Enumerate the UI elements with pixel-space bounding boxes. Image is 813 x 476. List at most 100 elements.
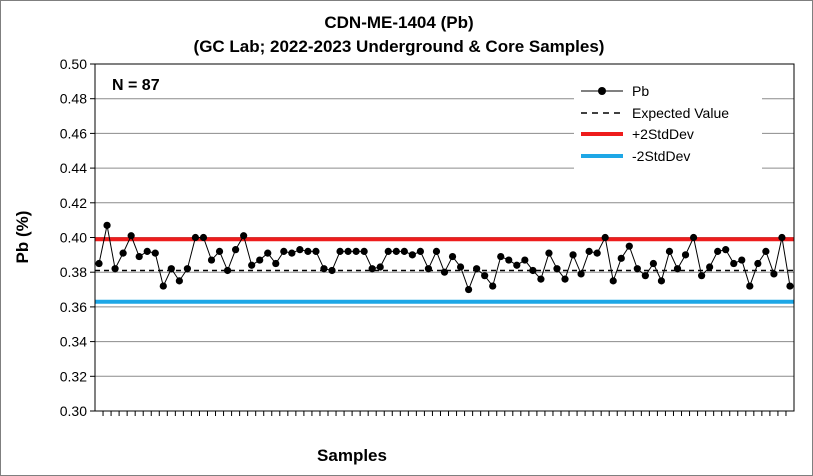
pb-data-point <box>689 233 698 242</box>
pb-data-point <box>706 263 714 271</box>
pb-data-point <box>248 261 256 269</box>
pb-data-point <box>175 277 183 285</box>
pb-data-point <box>135 252 143 261</box>
pb-data-point <box>95 259 103 268</box>
pb-data-point <box>497 252 505 261</box>
pb-data-point <box>625 242 633 250</box>
y-tick-label: 0.38 <box>60 264 87 280</box>
pb-data-point <box>344 247 352 255</box>
pb-data-point <box>561 275 569 283</box>
pb-data-point <box>304 247 312 255</box>
pb-data-point <box>111 265 119 273</box>
pb-data-point <box>183 265 191 273</box>
pb-data-point <box>545 249 553 257</box>
pb-data-point <box>754 259 762 268</box>
pb-data-point <box>722 246 730 254</box>
pb-data-point <box>143 247 151 255</box>
y-tick-label: 0.50 <box>60 56 87 72</box>
pb-data-point <box>698 272 706 280</box>
chart-subtitle: (GC Lab; 2022-2023 Underground & Core Sa… <box>194 37 605 56</box>
y-tick-label: 0.36 <box>60 299 87 315</box>
pb-data-point <box>280 247 288 255</box>
pb-data-point <box>609 277 617 285</box>
pb-data-point <box>440 268 449 276</box>
pb-data-point <box>264 249 272 257</box>
pb-data-point <box>489 282 497 290</box>
pb-data-point <box>448 252 457 261</box>
pb-data-point <box>215 247 224 255</box>
pb-data-point <box>296 246 304 254</box>
pb-data-point <box>738 256 746 264</box>
pb-data-point <box>786 282 794 290</box>
y-tick-label: 0.46 <box>60 125 87 141</box>
y-axis-ticks: 0.30 0.32 0.34 0.36 0.38 0.40 0.42 0.44 0.46 0.48… <box>60 56 95 419</box>
pb-data-point <box>288 249 296 257</box>
pb-data-point <box>416 247 424 255</box>
pb-data-point <box>778 233 786 242</box>
pb-series <box>95 221 794 294</box>
pb-data-point <box>384 247 392 255</box>
pb-data-point <box>569 251 577 259</box>
y-tick-label: 0.42 <box>60 195 87 211</box>
pb-data-point <box>770 270 778 278</box>
legend-label-pb: Pb <box>632 83 649 99</box>
legend-label-plus2sd: +2StdDev <box>632 126 694 142</box>
pb-data-point <box>529 266 537 275</box>
pb-data-point <box>601 233 609 242</box>
y-tick-label: 0.48 <box>60 91 87 107</box>
y-tick-label: 0.30 <box>60 403 87 419</box>
pb-data-point <box>272 259 280 268</box>
pb-data-point <box>432 247 441 255</box>
pb-data-point <box>424 265 433 273</box>
pb-data-point <box>633 265 641 273</box>
pb-data-point <box>312 247 320 255</box>
legend-label-expected: Expected Value <box>632 105 729 121</box>
pb-data-point <box>665 247 674 255</box>
legend-pb-marker <box>598 87 606 95</box>
pb-data-point <box>473 265 481 273</box>
pb-data-point <box>376 263 384 271</box>
pb-data-point <box>456 263 465 271</box>
pb-data-point <box>256 256 264 264</box>
pb-data-point <box>521 256 529 264</box>
pb-data-point <box>762 247 770 255</box>
pb-data-point <box>681 251 690 259</box>
y-tick-label: 0.34 <box>60 334 87 350</box>
pb-data-point <box>537 275 545 283</box>
sample-count-box <box>105 72 179 98</box>
pb-data-point <box>368 265 376 273</box>
pb-data-point <box>513 261 521 269</box>
pb-data-point <box>553 265 561 273</box>
y-tick-label: 0.44 <box>60 160 87 176</box>
pb-data-point <box>746 282 754 290</box>
pb-data-point <box>649 259 657 268</box>
sample-count-annotation: N = 87 <box>112 77 160 94</box>
pb-data-point <box>232 246 240 254</box>
reference-lines <box>95 237 794 304</box>
pb-data-point <box>481 272 489 280</box>
pb-data-point <box>657 277 666 285</box>
pb-data-point <box>593 249 601 257</box>
plot-area-border <box>94 63 795 412</box>
pb-data-point <box>127 232 135 240</box>
pb-data-point <box>360 247 368 255</box>
x-axis-ticks <box>102 411 787 416</box>
x-axis-title: Samples <box>317 446 387 465</box>
pb-data-point <box>199 233 208 242</box>
chart-title: CDN-ME-1404 (Pb) <box>324 13 473 32</box>
pb-data-point <box>320 265 328 273</box>
pb-data-point <box>673 265 682 273</box>
pb-data-point <box>585 247 593 255</box>
pb-data-point <box>103 221 111 229</box>
pb-data-point <box>151 249 159 257</box>
y-tick-label: 0.32 <box>60 368 87 384</box>
pb-data-point <box>505 256 513 264</box>
pb-data-point <box>400 247 408 255</box>
pb-data-point <box>223 266 232 275</box>
legend: Pb Expected Value +2StdDev -2StdDev <box>574 79 762 171</box>
pb-data-point <box>465 285 473 294</box>
y-tick-label: 0.40 <box>60 230 87 246</box>
pb-data-point <box>240 232 248 240</box>
